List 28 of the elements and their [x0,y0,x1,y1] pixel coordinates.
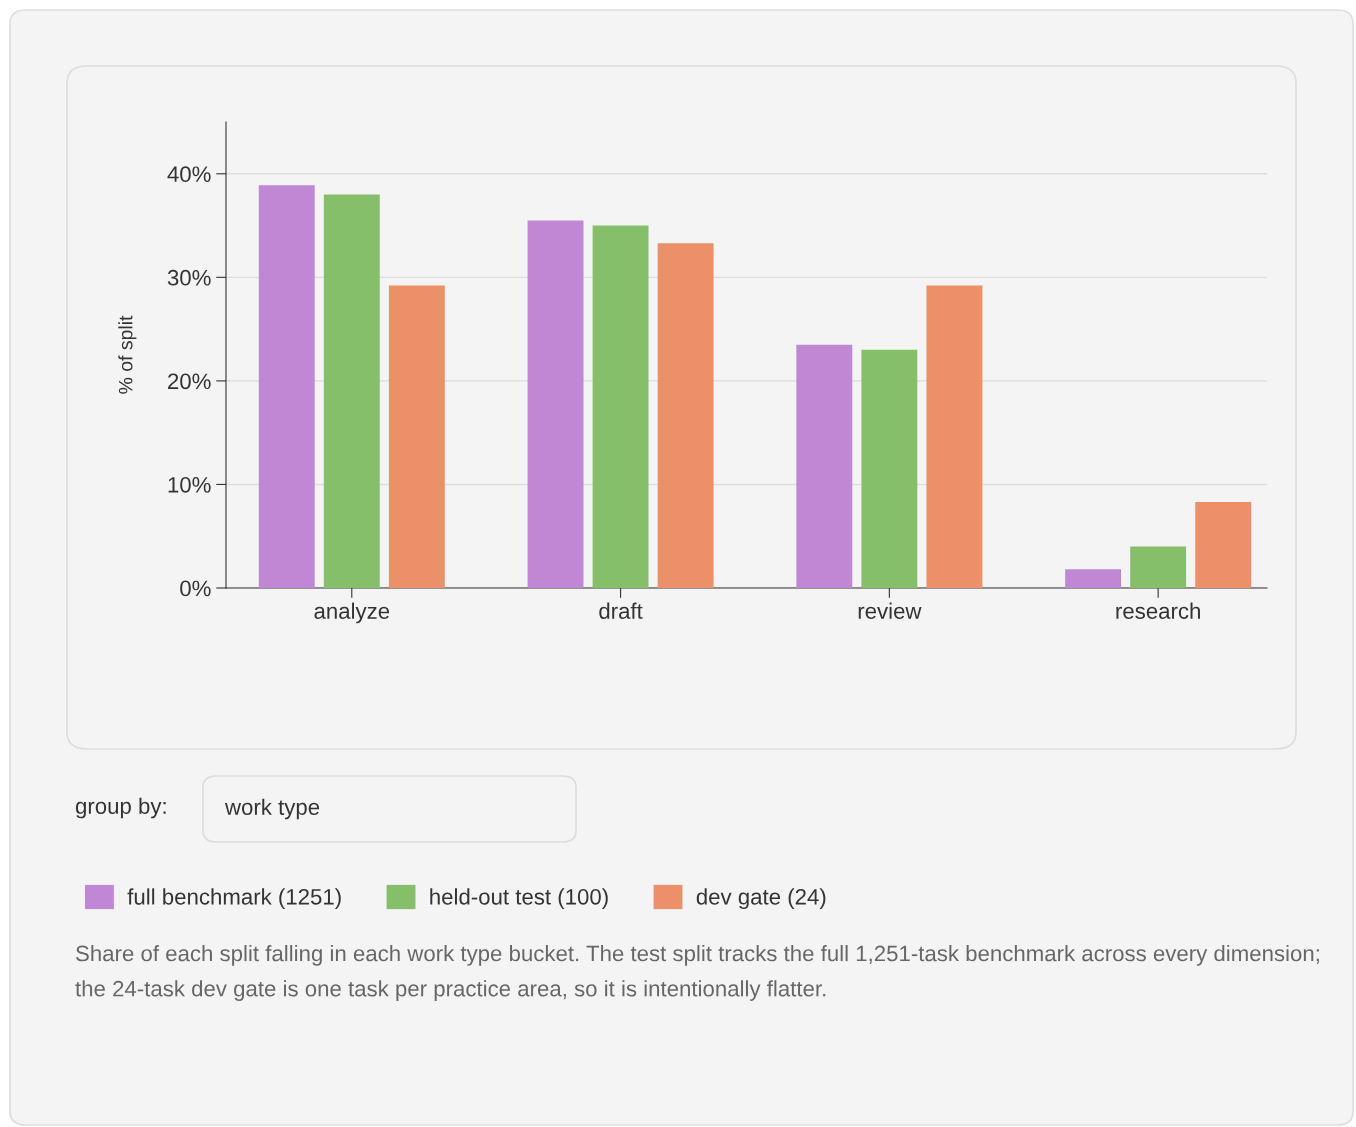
y-tick-label: 0% [180,580,211,597]
y-axis-title: % of split [118,315,137,394]
bar [1195,502,1252,588]
bar [323,194,380,588]
bar [926,285,983,588]
legend-label: held-out test (100) [430,888,608,910]
bar [861,349,918,588]
legend-label: dev gate (24) [696,888,826,910]
y-tick-label: 30% [167,269,211,286]
legend-label: full benchmark (1251) [127,888,341,910]
x-tick-label: draft [599,602,643,619]
text: group by: [75,797,166,819]
x-tick-label: analyze [314,602,390,624]
x-tick-label: review [858,602,922,619]
bar [527,220,584,588]
bar [796,344,853,588]
bar [258,185,315,588]
text: Share of each split falling in each work type bucket. The test split tracks the full 1,251-task benchmark across every dimension; the 24-task dev gate is one task per practice area, so it is intentionally flatter. [75,945,1319,1001]
y-tick-label: 40% [167,166,211,183]
x-tick-label: research [1116,602,1200,619]
bar [1065,569,1122,588]
bar [1130,546,1187,588]
y-tick-label: 10% [168,476,211,493]
bar [657,243,714,588]
text: work type [224,798,320,820]
bar [592,225,649,588]
y-tick-label: 20% [168,373,211,390]
bar [388,285,445,588]
